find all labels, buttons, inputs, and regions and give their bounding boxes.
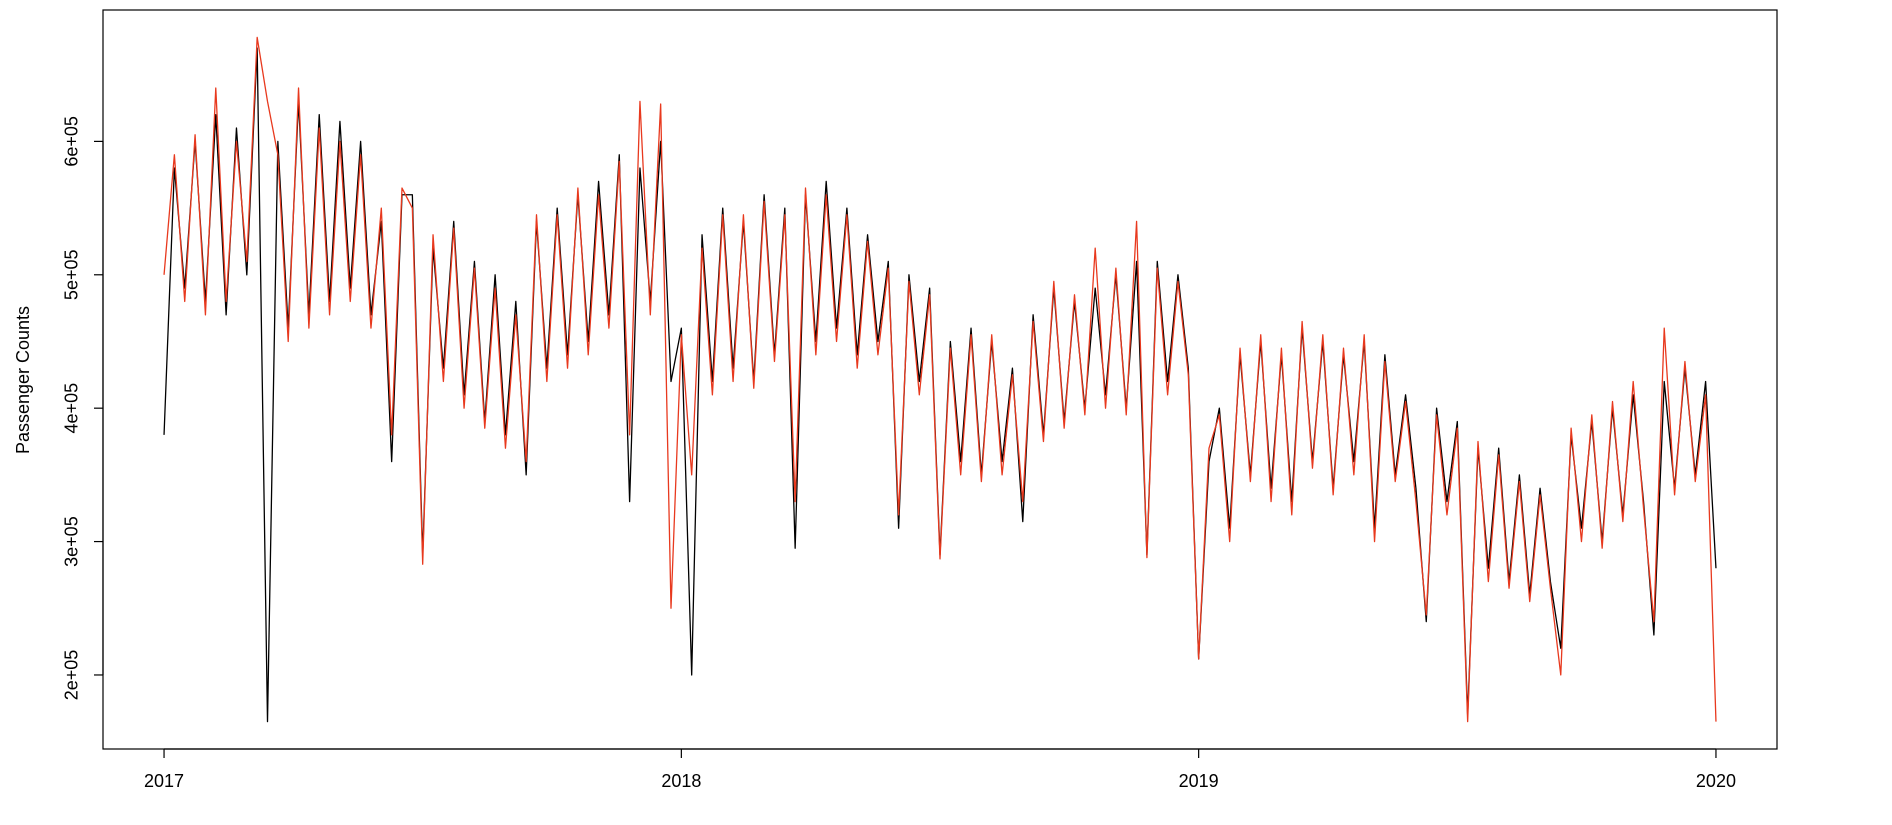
x-tick-label: 2020 — [1696, 771, 1736, 791]
series-line — [163, 36, 1717, 723]
y-tick-label: 3e+05 — [62, 516, 82, 567]
series-line — [163, 47, 1717, 723]
x-tick-label: 2017 — [144, 771, 184, 791]
plot-frame — [102, 9, 1778, 750]
y-tick-label: 4e+05 — [62, 383, 82, 434]
x-tick-label: 2019 — [1179, 771, 1219, 791]
y-axis-label: Passenger Counts — [13, 306, 33, 454]
y-tick-label: 6e+05 — [62, 116, 82, 167]
x-tick-label: 2018 — [661, 771, 701, 791]
y-tick-label: 2e+05 — [62, 650, 82, 701]
y-tick-label: 5e+05 — [62, 250, 82, 301]
